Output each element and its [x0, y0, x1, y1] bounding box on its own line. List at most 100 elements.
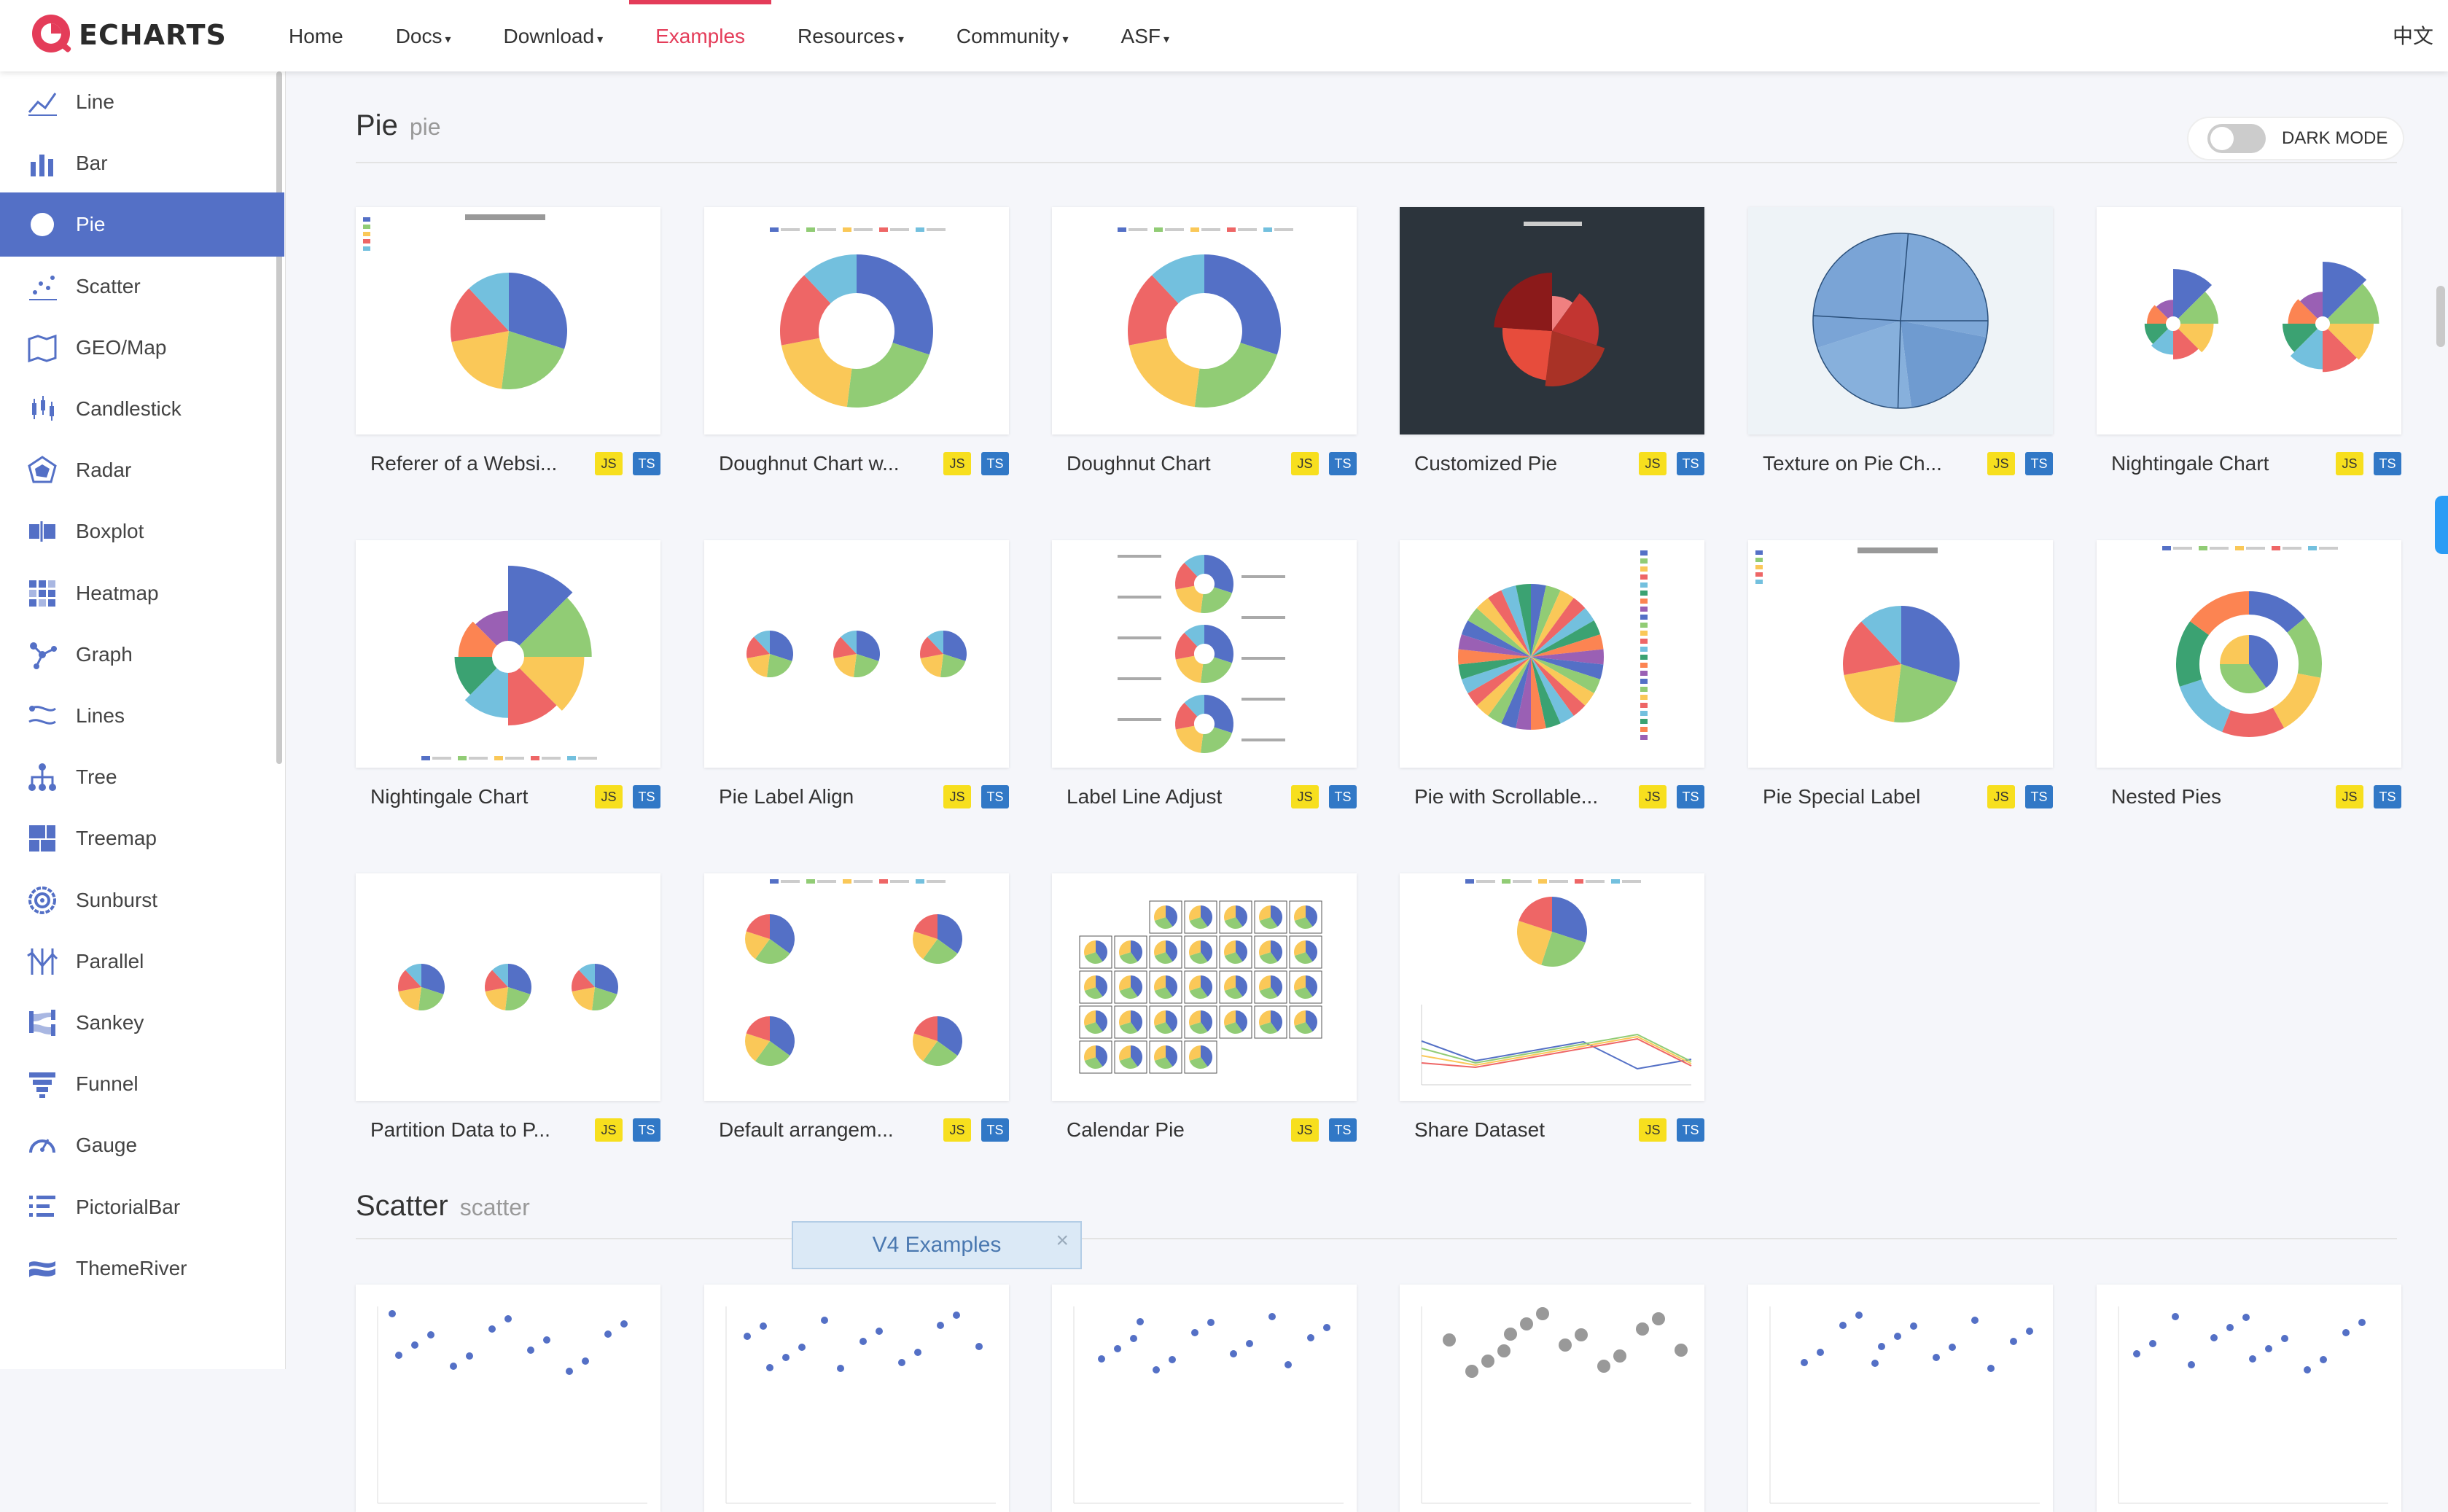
example-thumbnail[interactable]	[356, 1285, 660, 1512]
ts-badge[interactable]: TS	[2374, 785, 2401, 808]
example-thumbnail[interactable]	[1400, 540, 1704, 768]
example-title[interactable]: Nested Pies	[2111, 785, 2221, 808]
v4-examples-banner[interactable]: V4 Examples ×	[792, 1221, 1082, 1269]
example-thumbnail[interactable]	[2097, 540, 2401, 768]
example-title[interactable]: Doughnut Chart	[1067, 452, 1211, 475]
example-thumbnail[interactable]	[356, 540, 660, 768]
ts-badge[interactable]: TS	[633, 452, 660, 475]
example-title[interactable]: Label Line Adjust	[1067, 785, 1223, 808]
ts-badge[interactable]: TS	[981, 452, 1009, 475]
example-title[interactable]: Pie Special Label	[1763, 785, 1921, 808]
sidebar-item-pie[interactable]: Pie	[0, 192, 284, 257]
sidebar-item-heatmap[interactable]: Heatmap	[0, 561, 284, 626]
example-thumbnail[interactable]	[1748, 207, 2053, 434]
ts-badge[interactable]: TS	[981, 1118, 1009, 1142]
example-card[interactable]: Referer of a Websi... JS TS	[356, 207, 660, 493]
sidebar-item-boxplot[interactable]: Boxplot	[0, 499, 284, 564]
ts-badge[interactable]: TS	[633, 1118, 660, 1142]
example-card[interactable]: Nested Pies JS TS	[2097, 540, 2401, 826]
example-thumbnail[interactable]	[1400, 207, 1704, 434]
js-badge[interactable]: JS	[1639, 452, 1667, 475]
ts-badge[interactable]: TS	[1329, 452, 1357, 475]
example-thumbnail[interactable]	[1748, 540, 2053, 768]
feedback-tab[interactable]	[2435, 496, 2448, 554]
sidebar-item-geo-map[interactable]: GEO/Map	[0, 316, 284, 380]
sidebar-item-pictorialbar[interactable]: PictorialBar	[0, 1175, 284, 1239]
sidebar-item-scatter[interactable]: Scatter	[0, 254, 284, 319]
example-title[interactable]: Doughnut Chart w...	[719, 452, 900, 475]
example-title[interactable]: Pie Label Align	[719, 785, 854, 808]
example-card[interactable]: Label Line Adjust JS TS	[1052, 540, 1357, 826]
sidebar-item-candlestick[interactable]: Candlestick	[0, 377, 284, 441]
dark-mode-toggle[interactable]: DARK MODE	[2187, 117, 2404, 160]
example-card[interactable]	[2097, 1285, 2401, 1512]
nav-item-home[interactable]: Home	[262, 0, 370, 71]
sidebar-item-lines[interactable]: Lines	[0, 684, 284, 748]
language-switch[interactable]: 中文	[2392, 25, 2433, 47]
example-thumbnail[interactable]	[356, 207, 660, 434]
example-thumbnail[interactable]	[704, 540, 1009, 768]
example-title[interactable]: Referer of a Websi...	[370, 452, 558, 475]
example-card[interactable]: Nightingale Chart JS TS	[2097, 207, 2401, 493]
example-title[interactable]: Partition Data to P...	[370, 1118, 550, 1141]
example-card[interactable]: Doughnut Chart w... JS TS	[704, 207, 1009, 493]
nav-item-community[interactable]: Community ▾	[930, 0, 1095, 71]
nav-item-docs[interactable]: Docs ▾	[370, 0, 477, 71]
example-card[interactable]: Share Dataset JS TS	[1400, 873, 1704, 1159]
ts-badge[interactable]: TS	[1329, 1118, 1357, 1142]
example-card[interactable]	[1052, 1285, 1357, 1512]
js-badge[interactable]: JS	[1987, 452, 2015, 475]
sidebar-item-line[interactable]: Line	[0, 71, 284, 134]
js-badge[interactable]: JS	[1639, 785, 1667, 808]
toggle-switch[interactable]	[2207, 124, 2266, 153]
example-title[interactable]: Customized Pie	[1414, 452, 1558, 475]
js-badge[interactable]: JS	[943, 452, 971, 475]
example-thumbnail[interactable]	[704, 1285, 1009, 1512]
example-thumbnail[interactable]	[356, 873, 660, 1101]
example-card[interactable]: Doughnut Chart JS TS	[1052, 207, 1357, 493]
sidebar-item-gauge[interactable]: Gauge	[0, 1113, 284, 1177]
example-card[interactable]: Pie with Scrollable... JS TS	[1400, 540, 1704, 826]
js-badge[interactable]: JS	[2336, 785, 2363, 808]
example-thumbnail[interactable]	[1400, 1285, 1704, 1512]
ts-badge[interactable]: TS	[981, 785, 1009, 808]
js-badge[interactable]: JS	[2336, 452, 2363, 475]
js-badge[interactable]: JS	[595, 452, 623, 475]
example-thumbnail[interactable]	[1748, 1285, 2053, 1512]
ts-badge[interactable]: TS	[1677, 452, 1704, 475]
ts-badge[interactable]: TS	[2025, 785, 2053, 808]
example-thumbnail[interactable]	[1052, 873, 1357, 1101]
example-thumbnail[interactable]	[704, 207, 1009, 434]
ts-badge[interactable]: TS	[1329, 785, 1357, 808]
sidebar-item-themeriver[interactable]: ThemeRiver	[0, 1236, 284, 1301]
example-thumbnail[interactable]	[2097, 1285, 2401, 1512]
example-card[interactable]	[1400, 1285, 1704, 1512]
sidebar-item-bar[interactable]: Bar	[0, 131, 284, 195]
example-thumbnail[interactable]	[1052, 540, 1357, 768]
example-title[interactable]: Nightingale Chart	[2111, 452, 2269, 475]
ts-badge[interactable]: TS	[633, 785, 660, 808]
nav-item-resources[interactable]: Resources ▾	[771, 0, 930, 71]
example-title[interactable]: Pie with Scrollable...	[1414, 785, 1599, 808]
close-icon[interactable]: ×	[1056, 1228, 1069, 1252]
example-thumbnail[interactable]	[2097, 207, 2401, 434]
echarts-logo[interactable]: ECHARTS	[29, 12, 227, 58]
sidebar-item-funnel[interactable]: Funnel	[0, 1052, 284, 1116]
ts-badge[interactable]: TS	[2025, 452, 2053, 475]
ts-badge[interactable]: TS	[2374, 452, 2401, 475]
example-thumbnail[interactable]	[704, 873, 1009, 1101]
js-badge[interactable]: JS	[1291, 452, 1319, 475]
example-title[interactable]: Share Dataset	[1414, 1118, 1545, 1141]
sidebar-item-parallel[interactable]: Parallel	[0, 930, 284, 994]
example-title[interactable]: Nightingale Chart	[370, 785, 529, 808]
nav-item-examples[interactable]: Examples	[629, 0, 771, 71]
example-title[interactable]: Texture on Pie Ch...	[1763, 452, 1942, 475]
js-badge[interactable]: JS	[1291, 785, 1319, 808]
nav-item-asf[interactable]: ASF ▾	[1095, 0, 1196, 71]
example-card[interactable]: Customized Pie JS TS	[1400, 207, 1704, 493]
js-badge[interactable]: JS	[1987, 785, 2015, 808]
example-thumbnail[interactable]	[1400, 873, 1704, 1101]
js-badge[interactable]: JS	[595, 1118, 623, 1142]
sidebar-item-sankey[interactable]: Sankey	[0, 991, 284, 1055]
example-thumbnail[interactable]	[1052, 207, 1357, 434]
